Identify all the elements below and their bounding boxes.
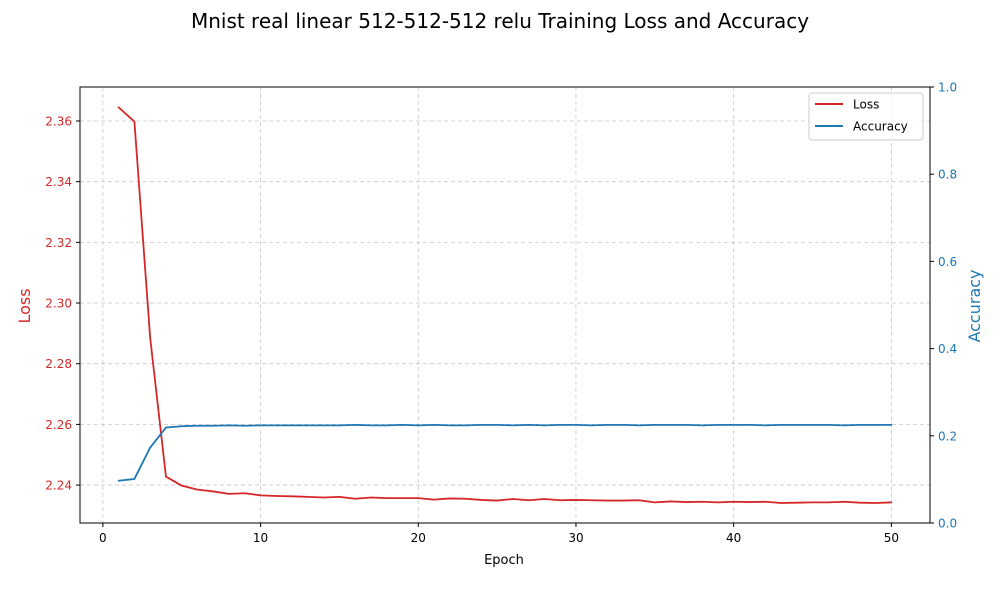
y-right-tick-label: 0.8 (938, 168, 957, 182)
y-axis-label-right: Accuracy (965, 269, 984, 342)
series-layer (117, 106, 893, 504)
y-left-tick-label: 2.36 (45, 114, 72, 128)
x-tick-label: 0 (99, 531, 107, 545)
y-left-tick-label: 2.34 (45, 175, 72, 189)
x-tick-label: 50 (884, 531, 899, 545)
y-left-tick-label: 2.30 (45, 297, 72, 311)
y-right-tick-label: 0.2 (938, 429, 957, 443)
x-axis-label: Epoch (484, 553, 524, 568)
plot-frame (79, 86, 931, 524)
x-tick-label: 40 (726, 531, 741, 545)
y-axis-right: 0.0 0.2 0.4 0.6 0.8 1.0 (930, 81, 957, 531)
y-axis-left: 2.24 2.26 2.28 2.30 2.32 2.34 2.36 (45, 114, 80, 493)
y-axis-label-left: Loss (15, 288, 34, 323)
y-right-tick-label: 0.6 (938, 255, 957, 269)
y-left-tick-label: 2.32 (45, 236, 72, 250)
y-right-tick-label: 0.4 (938, 342, 957, 356)
y-left-tick-label: 2.28 (45, 357, 72, 371)
y-right-tick-label: 0.0 (938, 517, 957, 531)
y-left-tick-label: 2.26 (45, 418, 72, 432)
x-tick-label: 20 (411, 531, 426, 545)
x-tick-label: 30 (568, 531, 583, 545)
x-axis: 0 10 20 30 40 50 (99, 523, 899, 545)
y-right-tick-label: 1.0 (938, 81, 957, 95)
legend-label-accuracy: Accuracy (853, 120, 908, 134)
series-line-loss (117, 106, 893, 504)
legend-label-loss: Loss (853, 98, 879, 112)
x-tick-label: 10 (253, 531, 268, 545)
legend: Loss Accuracy (808, 92, 924, 141)
chart-title: Mnist real linear 512-512-512 relu Train… (191, 9, 809, 33)
y-left-tick-label: 2.24 (45, 479, 72, 493)
series-line-accuracy (117, 423, 893, 482)
